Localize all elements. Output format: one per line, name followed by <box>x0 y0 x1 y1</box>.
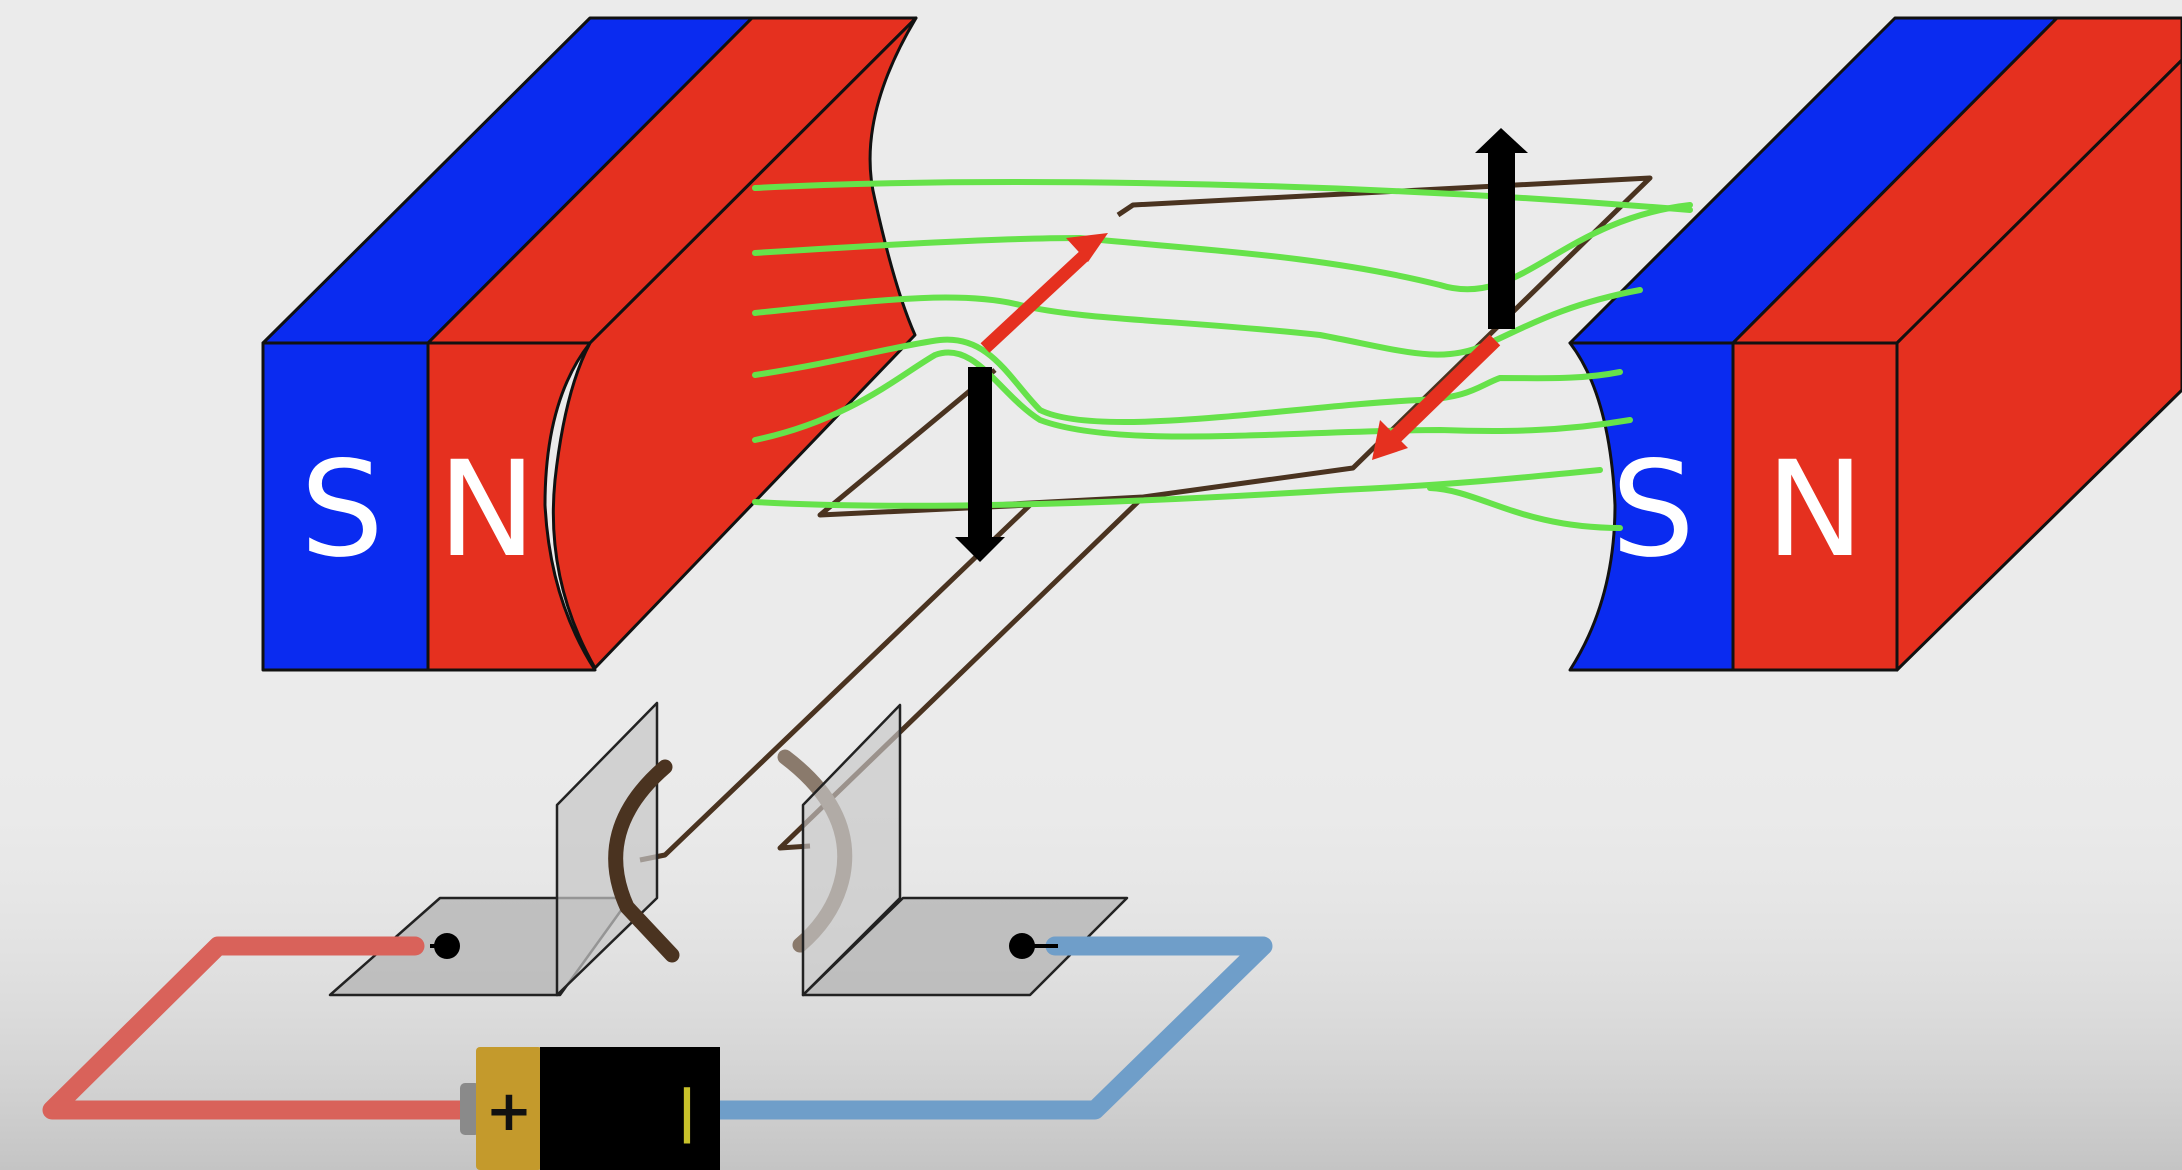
magnetic-field-lines <box>752 179 1693 531</box>
right-magnet-north-label: N <box>1766 433 1865 587</box>
red-arrow-head-icon <box>1066 233 1108 262</box>
field-line-5 <box>752 349 1633 443</box>
red-arrow-icon <box>1386 334 1501 446</box>
circuit-leads <box>42 936 1273 1120</box>
field-line-2 <box>752 202 1693 293</box>
left-magnet-concave-pole-face <box>551 16 918 670</box>
black-arrow-head-icon <box>955 537 1005 562</box>
force-arrow-up <box>1475 128 1528 329</box>
battery-cap <box>476 1047 542 1170</box>
current-arrows <box>980 233 1501 460</box>
field-line-7 <box>1427 485 1623 531</box>
coil-lead-to-right-commutator <box>777 495 1145 851</box>
current-arrow-back <box>1372 334 1501 460</box>
left-magnet-north-face <box>426 341 597 672</box>
force-arrows <box>955 128 1528 562</box>
battery-negative-label: | <box>677 1079 697 1144</box>
left-magnet-south-label: S <box>300 433 384 587</box>
left-magnet <box>261 16 918 672</box>
black-arrow-icon <box>968 367 992 537</box>
left-magnet-north-label: N <box>438 433 537 587</box>
battery: + | <box>460 1047 720 1170</box>
right-magnet-north-face <box>1731 341 1899 672</box>
black-arrow-head-icon <box>1475 128 1528 153</box>
battery-positive-nub <box>460 1083 480 1135</box>
battery-body <box>540 1047 720 1170</box>
field-line-6 <box>752 467 1603 509</box>
battery-positive-label: + <box>486 1079 533 1144</box>
left-magnet-south-face <box>261 341 430 672</box>
field-line-4 <box>752 336 1623 426</box>
positive-lead-wire <box>42 936 478 1120</box>
force-arrow-down <box>955 367 1005 562</box>
right-bracket-base <box>801 896 1129 997</box>
field-line-1 <box>752 179 1693 213</box>
right-bracket-upright <box>801 703 902 997</box>
right-magnet-south-label: S <box>1611 433 1695 587</box>
field-line-3 <box>752 287 1643 358</box>
current-arrow-front <box>980 233 1108 353</box>
red-arrow-icon <box>980 250 1090 353</box>
commutator-left-segment <box>608 759 680 963</box>
negative-lead-wire <box>708 936 1273 1120</box>
red-arrow-head-icon <box>1372 420 1408 460</box>
right-brush-bracket <box>777 703 1129 997</box>
black-arrow-icon <box>1488 153 1515 329</box>
